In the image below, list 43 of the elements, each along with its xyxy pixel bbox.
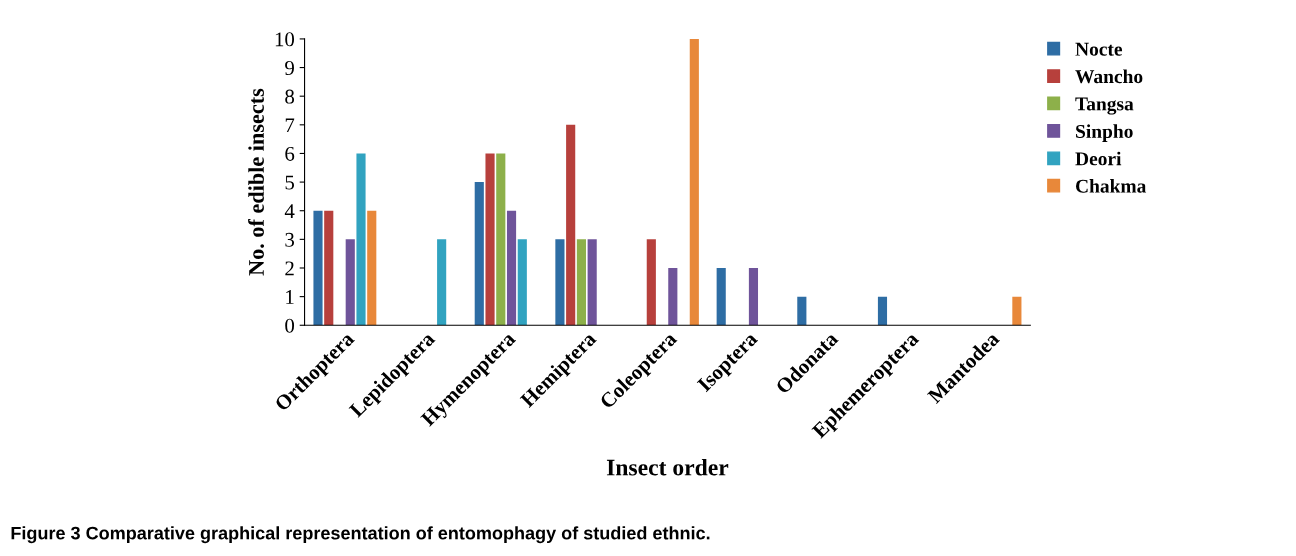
bar bbox=[797, 296, 807, 326]
y-tick-label: 3 bbox=[285, 232, 295, 247]
x-axis-title: Insect order bbox=[606, 458, 729, 476]
bar bbox=[474, 182, 484, 326]
y-axis-title: No. of edible insects bbox=[248, 88, 265, 276]
bar bbox=[313, 210, 323, 326]
bar bbox=[587, 239, 597, 326]
bar bbox=[367, 210, 377, 326]
bar bbox=[566, 124, 576, 326]
legend-label: Tangsa bbox=[1075, 97, 1134, 115]
y-tick-label: 4 bbox=[284, 204, 295, 218]
bar bbox=[646, 239, 656, 326]
legend-label: Deori bbox=[1075, 151, 1122, 166]
bar bbox=[496, 153, 506, 326]
bar bbox=[877, 296, 888, 326]
bar bbox=[324, 210, 334, 326]
bar bbox=[506, 210, 517, 326]
y-tick-label: 7 bbox=[285, 118, 295, 133]
y-tick-label: 10 bbox=[275, 32, 295, 47]
bar bbox=[748, 267, 759, 326]
bar bbox=[345, 239, 355, 326]
bar bbox=[716, 267, 726, 326]
y-tick-label: 2 bbox=[285, 261, 294, 276]
legend-label: Wancho bbox=[1075, 69, 1143, 84]
bar bbox=[1012, 296, 1022, 326]
y-tick-label: 5 bbox=[285, 175, 295, 190]
bar bbox=[485, 153, 495, 326]
y-tick-label: 1 bbox=[286, 290, 294, 304]
bar bbox=[576, 239, 586, 326]
y-tick-label: 9 bbox=[285, 60, 294, 75]
bar bbox=[517, 239, 527, 326]
bar bbox=[668, 267, 678, 326]
bar bbox=[555, 239, 565, 326]
bar bbox=[356, 153, 366, 326]
legend-label: Sinpho bbox=[1076, 124, 1133, 142]
caption: Figure 3 Comparative graphical representation of entomophagy of studied ethnic. bbox=[11, 526, 710, 544]
y-tick-label: 6 bbox=[285, 146, 295, 161]
y-tick-label: 8 bbox=[285, 89, 295, 104]
legend-label: Chakma bbox=[1075, 179, 1147, 193]
bar bbox=[689, 38, 699, 326]
bar bbox=[437, 239, 447, 326]
y-tick-label: 0 bbox=[285, 318, 295, 333]
legend-label: Nocte bbox=[1075, 42, 1123, 56]
